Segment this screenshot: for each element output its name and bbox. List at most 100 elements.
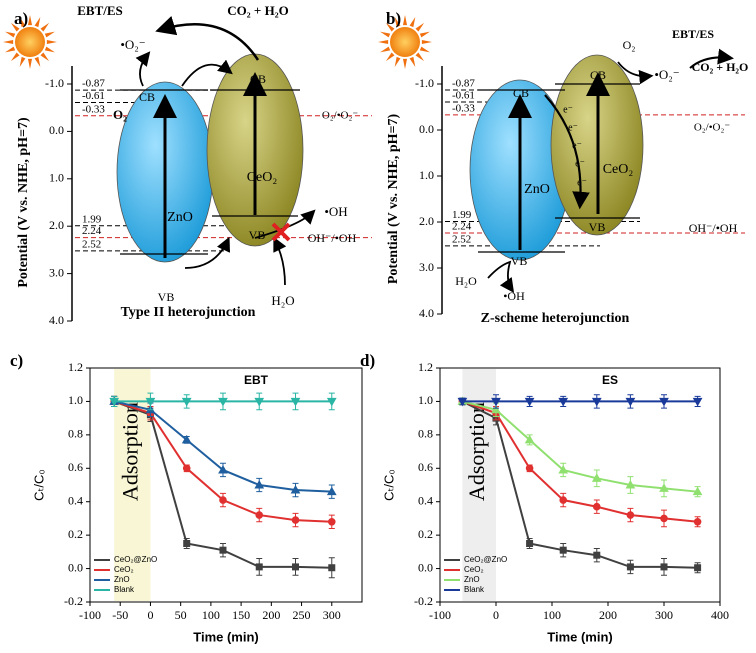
marker: [626, 511, 635, 519]
label: ZnO: [167, 210, 193, 225]
sun-ray: [3, 39, 14, 45]
label: •OH: [503, 289, 525, 303]
y-tick-label: 3.0: [419, 260, 434, 274]
marker: [659, 397, 669, 407]
marker: [625, 397, 636, 407]
y-tick-label: 4.0: [419, 306, 434, 320]
sun-ray: [385, 52, 395, 62]
y-tick-label: 4.0: [49, 313, 64, 327]
annotation: Adsorption: [117, 402, 142, 501]
marker: [694, 564, 702, 572]
y-tick-label: 2.0: [49, 218, 64, 232]
y-tick-label: 0.0: [418, 560, 433, 574]
y-tick-label: 1.0: [68, 393, 83, 407]
sun-ray: [10, 52, 20, 62]
x-tick-label: 100: [202, 608, 220, 622]
label: e⁻: [563, 104, 573, 115]
sun-ray: [380, 46, 391, 53]
sun-ray: [44, 31, 55, 38]
marker: [255, 511, 264, 519]
level-label: -0.61: [452, 89, 475, 101]
y-tick-label: 0.0: [419, 122, 434, 136]
y-tick-label: 0.2: [68, 527, 83, 541]
sun-ray: [46, 39, 57, 45]
axis-label: Potential (V vs. NHE, pH=7): [386, 114, 401, 285]
y-tick-label: 1.2: [68, 360, 83, 374]
label: •OH: [324, 204, 347, 219]
legend-label: CeO₂@ZnO: [464, 555, 507, 564]
y-tick-label: -0.2: [414, 594, 433, 608]
arrow: [487, 260, 515, 293]
x-tick-label: -50: [112, 608, 128, 622]
label: EBT/ES: [672, 27, 714, 41]
marker: [659, 483, 669, 492]
label: OH⁻/•OH: [308, 231, 357, 245]
marker: [326, 397, 337, 407]
sun-ray: [19, 56, 26, 67]
label: O₂/•O₂⁻: [322, 110, 358, 122]
marker: [558, 397, 569, 407]
sun-ray: [394, 56, 401, 67]
marker: [457, 397, 468, 407]
label: Z-scheme heterojunction: [481, 311, 630, 326]
level-label: 2.24: [452, 221, 472, 233]
plot-frame: [89, 367, 363, 603]
label: CB: [139, 90, 155, 104]
legend-label: Blank: [464, 585, 485, 594]
sun-ray: [5, 31, 16, 38]
marker: [591, 473, 602, 482]
marker: [525, 464, 534, 473]
marker: [291, 516, 300, 524]
level-label: 1.99: [452, 209, 472, 221]
annotation: Adsorption: [464, 402, 489, 501]
x-tick-label: 200: [262, 608, 280, 622]
label: O₂: [113, 107, 127, 122]
x-tick-label: 400: [711, 608, 729, 622]
sun-ray: [409, 56, 416, 67]
marker: [559, 546, 567, 554]
marker: [558, 464, 569, 474]
label: CeO₂: [247, 170, 278, 185]
label: •O₂⁻: [120, 37, 145, 52]
label: VB: [511, 254, 528, 268]
label: VB: [589, 220, 606, 234]
arrow: [544, 94, 590, 210]
marker: [182, 464, 191, 473]
label: e⁻: [575, 158, 585, 169]
sun-ray: [402, 15, 408, 26]
marker: [559, 496, 568, 504]
marker: [626, 563, 634, 571]
marker: [326, 486, 337, 496]
label: ZnO: [524, 182, 550, 197]
marker: [593, 551, 601, 559]
label: VB: [249, 228, 266, 242]
x-tick-label: 0: [493, 608, 499, 622]
level-label: -0.87: [452, 78, 475, 90]
legend-label: ZnO: [464, 575, 480, 584]
arrow: [689, 48, 734, 69]
marker: [109, 397, 120, 407]
x-axis-label: Time (min): [193, 629, 259, 644]
marker: [254, 479, 265, 489]
series-line: [462, 400, 698, 493]
marker: [181, 397, 192, 407]
marker: [692, 397, 703, 407]
label: e⁻: [577, 177, 587, 188]
label: CO₂ + H₂O: [692, 60, 749, 74]
x-tick-label: 250: [293, 608, 311, 622]
sun-ray: [19, 17, 26, 28]
sun-ray: [40, 22, 50, 32]
label: H₂O: [455, 274, 477, 288]
series-line: [461, 400, 698, 569]
marker: [526, 540, 534, 547]
label: e⁻: [572, 140, 582, 151]
y-tick-label: 0.0: [68, 560, 83, 574]
arrow: [617, 61, 654, 85]
marker: [660, 563, 668, 571]
sun-ray: [34, 17, 41, 28]
plot-frame: [439, 367, 721, 603]
arrow: [184, 236, 230, 269]
y-tick-label: 0.0: [49, 123, 64, 137]
sun-ray: [378, 39, 389, 45]
